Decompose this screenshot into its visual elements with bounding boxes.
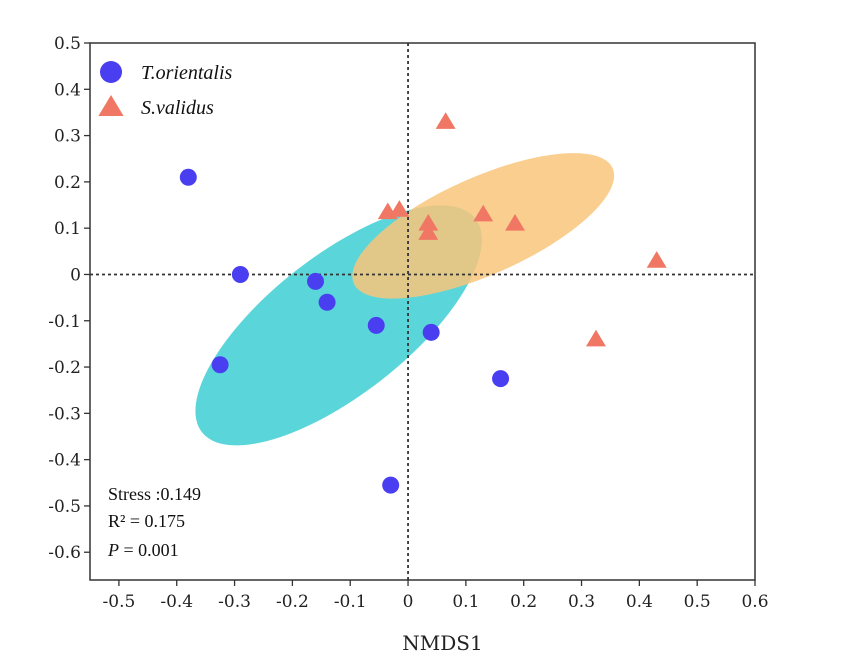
point-s-validus: [418, 223, 439, 240]
legend-marker-t-orientalis: [100, 61, 122, 83]
point-t-orientalis: [318, 293, 336, 311]
x-tick-label: -0.5: [103, 592, 136, 612]
point-t-orientalis: [382, 476, 400, 494]
legend-marker-s-validus: [98, 95, 124, 116]
x-tick-label: 0.2: [510, 592, 537, 612]
point-s-validus: [646, 251, 667, 268]
point-s-validus: [418, 214, 439, 231]
y-tick-label: -0.4: [48, 451, 81, 471]
y-tick-label: -0.5: [48, 497, 81, 517]
y-tick-label: 0.3: [54, 127, 81, 147]
y-tick-label: 0.1: [54, 219, 81, 239]
x-tick-label: 0.1: [452, 592, 479, 612]
ellipse-s-validus: [352, 153, 615, 299]
plot-frame: [89, 42, 756, 581]
point-s-validus: [473, 204, 494, 222]
point-s-validus: [505, 214, 525, 231]
point-t-orientalis: [179, 168, 197, 186]
y-tick-label: -0.2: [48, 358, 81, 378]
point-s-validus: [389, 200, 410, 217]
x-tick-label: -0.3: [218, 592, 251, 612]
y-axis: 0.5 0.4 0.3 0.2 0.1 0 -0.1 -0.2 -0.3 -0.4 -0.5 -0.6: [48, 34, 90, 563]
legend-label-t-orientalis: T.orientalis: [141, 62, 233, 84]
y-tick-label: 0: [70, 265, 81, 285]
x-tick-label: 0.4: [626, 592, 653, 612]
point-s-validus: [586, 329, 606, 347]
r-squared-label: R² = 0.175: [108, 511, 185, 531]
x-tick-label: 0.3: [568, 592, 595, 612]
point-t-orientalis: [492, 370, 510, 388]
point-t-orientalis: [307, 272, 325, 290]
y-tick-label: -0.3: [48, 404, 81, 424]
x-tick-label: -0.1: [334, 592, 367, 612]
data-points: [179, 112, 667, 494]
point-t-orientalis: [367, 316, 385, 334]
point-s-validus: [435, 112, 456, 129]
x-tick-label: 0: [403, 592, 414, 612]
stress-label: Stress :0.149: [108, 484, 201, 504]
y-tick-label: 0.5: [54, 34, 81, 54]
legend: T.orientalis S.validus: [98, 61, 233, 119]
p-symbol: P: [107, 540, 119, 560]
confidence-ellipses: [195, 153, 615, 446]
legend-label-s-validus: S.validus: [141, 97, 214, 119]
x-tick-label: -0.4: [160, 592, 193, 612]
y-tick-label: -0.1: [48, 312, 81, 332]
x-axis-title: NMDS1: [402, 631, 482, 655]
y-tick-label: 0.2: [54, 173, 81, 193]
point-t-orientalis: [211, 356, 229, 374]
x-axis: -0.5 -0.4 -0.3 -0.2 -0.1 0 0.1 0.2 0.3 0.4 0.5 0.6: [103, 580, 769, 612]
point-t-orientalis: [231, 265, 249, 283]
point-t-orientalis: [422, 323, 440, 341]
p-value: = 0.001: [119, 540, 179, 560]
x-tick-label: 0.6: [741, 592, 768, 612]
stats-annotation: Stress :0.149 R² = 0.175 P = 0.001: [107, 484, 201, 560]
y-tick-label: -0.6: [48, 543, 81, 563]
y-tick-label: 0.4: [54, 80, 81, 100]
p-value-label: P = 0.001: [107, 540, 179, 560]
x-tick-label: -0.2: [276, 592, 309, 612]
x-tick-label: 0.5: [684, 592, 711, 612]
